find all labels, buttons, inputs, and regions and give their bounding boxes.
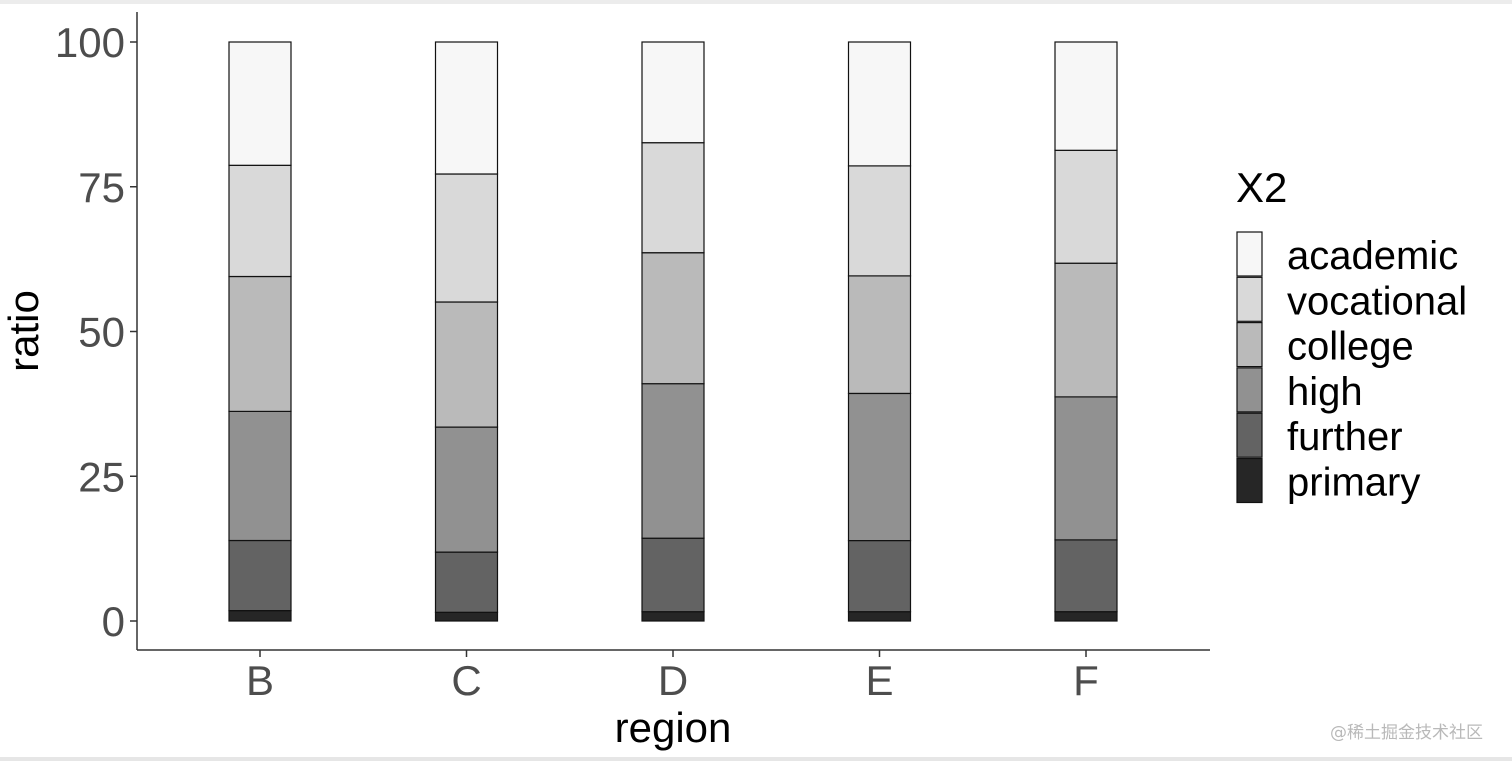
bar-B-high	[228, 410, 292, 542]
bar-E-further	[847, 539, 912, 613]
x-tick-label-D: D	[658, 657, 688, 704]
bar-F-primary	[1054, 611, 1118, 622]
bar-E-academic	[847, 41, 912, 167]
legend-label-college: college	[1287, 325, 1414, 369]
x-tick-label-B: B	[246, 657, 274, 704]
bar-F-high	[1054, 396, 1118, 541]
bar-D-further	[641, 537, 705, 613]
legend: X2academicvocationalcollegehighfurtherpr…	[1236, 164, 1467, 505]
bar-B-college	[228, 275, 292, 412]
legend-key-vocational	[1236, 276, 1263, 322]
bar-E-vocational	[847, 165, 912, 277]
x-tick-label-F: F	[1073, 657, 1099, 704]
y-tick-label-25: 25	[78, 453, 125, 500]
legend-label-academic: academic	[1287, 234, 1458, 278]
bar-B-further	[228, 539, 292, 612]
bar-D-college	[641, 252, 705, 385]
legend-key-primary	[1236, 457, 1263, 504]
legend-key-further	[1236, 412, 1263, 458]
bar-C-college	[434, 301, 499, 428]
y-tick-label-50: 50	[78, 309, 125, 356]
bar-E-college	[847, 275, 912, 394]
bar-F-vocational	[1054, 149, 1118, 264]
bar-C-academic	[434, 41, 499, 175]
top-border	[0, 0, 1512, 4]
y-tick-label-75: 75	[78, 164, 125, 211]
legend-label-primary: primary	[1287, 461, 1420, 505]
bar-E-high	[847, 392, 912, 542]
x-tick-label-E: E	[865, 657, 893, 704]
bottom-border	[0, 757, 1512, 761]
bar-F-academic	[1054, 41, 1118, 151]
bar-D-primary	[641, 611, 705, 622]
legend-label-further: further	[1287, 415, 1403, 459]
bar-E-primary	[847, 611, 912, 622]
legend-label-vocational: vocational	[1287, 279, 1467, 323]
bar-F-college	[1054, 262, 1118, 398]
x-axis-title: region	[615, 704, 732, 751]
legend-key-academic	[1236, 231, 1263, 277]
bar-D-vocational	[641, 142, 705, 254]
legend-key-college	[1236, 322, 1263, 368]
bar-C-further	[434, 551, 499, 613]
watermark-text: @稀土掘金技术社区	[1330, 723, 1483, 743]
bar-D-high	[641, 383, 705, 539]
x-tick-label-C: C	[451, 657, 481, 704]
bar-D-academic	[641, 41, 705, 144]
bar-F-further	[1054, 539, 1118, 613]
bar-C-primary	[434, 611, 499, 622]
y-tick-label-100: 100	[55, 19, 125, 66]
legend-title: X2	[1236, 164, 1287, 211]
y-tick-label-0: 0	[102, 598, 125, 645]
bar-C-high	[434, 426, 499, 553]
plot-area	[228, 41, 1118, 622]
bar-C-vocational	[434, 173, 499, 303]
legend-key-high	[1236, 367, 1263, 413]
bar-B-vocational	[228, 164, 292, 278]
y-axis-title: ratio	[0, 290, 47, 372]
legend-label-high: high	[1287, 370, 1363, 414]
bar-B-academic	[228, 41, 292, 166]
bar-B-primary	[228, 609, 292, 622]
